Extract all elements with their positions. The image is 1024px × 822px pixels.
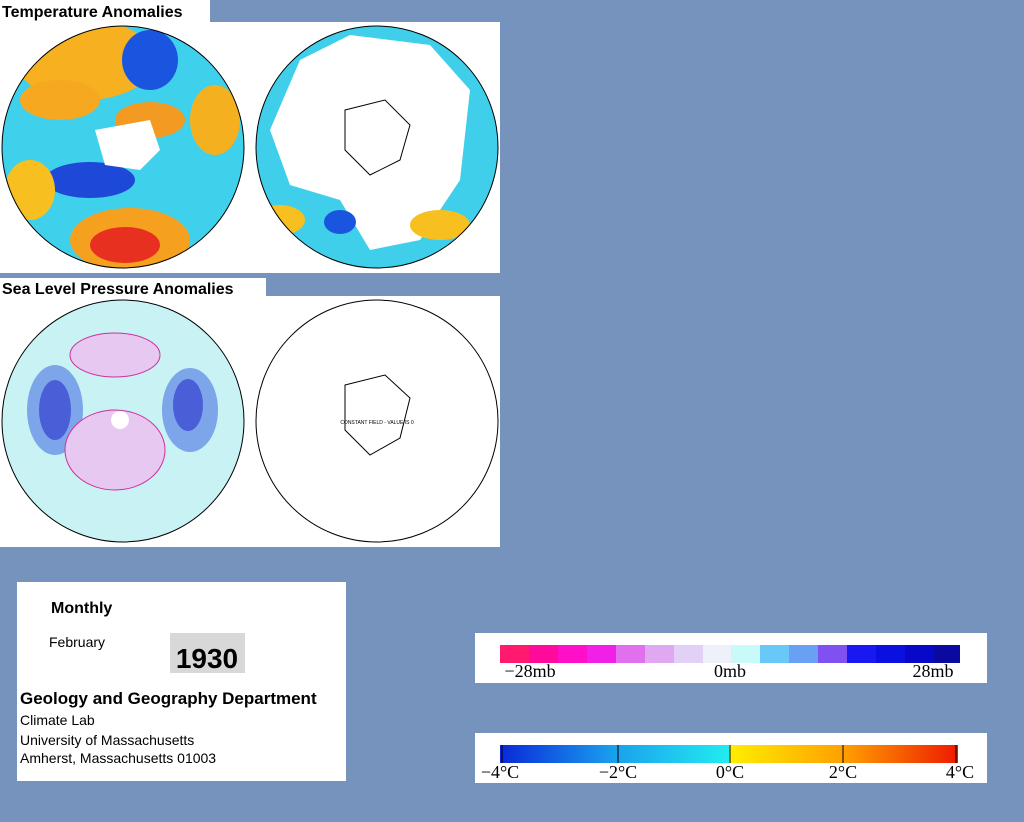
pressure-globe-north [2,300,244,542]
legend-label: −4°C [481,762,519,782]
panel-title: Sea Level Pressure Anomalies [2,281,234,298]
legend-label: 4°C [946,762,974,782]
constant-field-note: CONSTANT FIELD - VALUE IS 0 [340,420,414,426]
panel-title: Temperature Anomalies [2,4,183,21]
year: 1930 [176,643,238,674]
legend-label: −2°C [599,762,637,782]
frequency: Monthly [51,600,112,617]
legend-label: 0mb [714,661,746,681]
temperature-globe-north [2,26,244,268]
legend-label: 28mb [912,661,953,681]
pressure-colorbar [500,645,960,663]
address-line: University of Massachusetts [20,732,194,748]
pressure-globe-south [255,299,499,543]
info-box [17,582,346,781]
address-line: Climate Lab [20,712,95,728]
colorbar-ticks [501,745,957,763]
temperature-globe-south [256,26,498,268]
title-bg [0,278,266,296]
title-bg [0,0,210,22]
year-bg [170,633,245,673]
address-line: Amherst, Massachusetts 01003 [20,750,216,766]
department: Geology and Geography Department [20,689,317,708]
month: February [49,634,105,650]
legend-label: −28mb [504,661,555,681]
legend-label: 2°C [829,762,857,782]
temperature-colorbar [500,745,958,763]
legend-label: 0°C [716,762,744,782]
